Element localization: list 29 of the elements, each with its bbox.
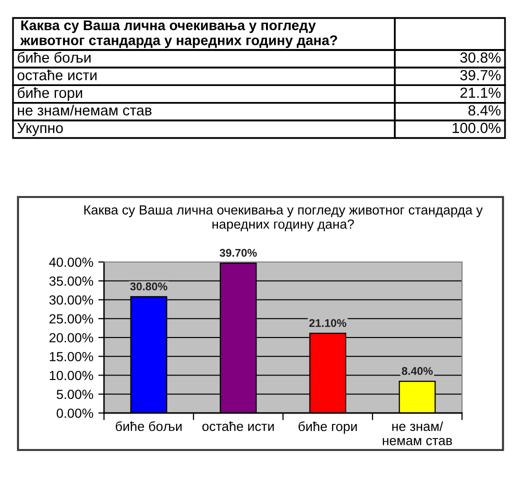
text: Каква су Ваша лична очекивања у погледу животног стандарда у наредних годину дана?: [20, 20, 338, 48]
data-label: 21.1%: [460, 88, 501, 98]
category-label: Укупно: [17, 122, 63, 136]
data-label: 21.10%: [309, 319, 346, 327]
y-tick-label: 30.00%: [49, 295, 94, 305]
category-label: остаће исти: [18, 70, 96, 80]
category-label: биће бољи: [18, 52, 91, 63]
y-tick-label: 10.00%: [50, 370, 94, 380]
y-tick-label: 20.00%: [50, 333, 94, 342]
data-label: 39.7%: [460, 70, 501, 80]
chart-title: Каква су Ваша лична очекивања у погледу животног стандарда у наредних годину дана?: [84, 205, 483, 232]
x-tick-label: биће гори: [298, 421, 357, 434]
category-label: биће гори: [18, 87, 82, 101]
data-label: 39.70%: [220, 248, 257, 257]
data-label: 30.80%: [130, 282, 168, 290]
y-tick-label: 35.00%: [49, 276, 94, 286]
data-label: 30.8%: [460, 52, 501, 63]
y-tick-label: 5.00%: [56, 390, 94, 400]
y-tick-label: 40.00%: [49, 258, 94, 267]
data-label: 8.4%: [468, 105, 501, 116]
x-tick-label: не знам/ немам став: [382, 421, 452, 446]
x-tick-label: остаће исти: [202, 421, 274, 432]
y-tick-label: 25.00%: [50, 314, 94, 324]
data-label: 8.40%: [402, 367, 433, 375]
category-label: не знам/немам став: [18, 104, 152, 116]
x-tick-label: биће бољи: [116, 421, 182, 432]
data-label: 100.0%: [452, 122, 501, 134]
y-tick-label: 15.00%: [50, 352, 94, 362]
y-tick-label: 0.00%: [56, 408, 94, 418]
